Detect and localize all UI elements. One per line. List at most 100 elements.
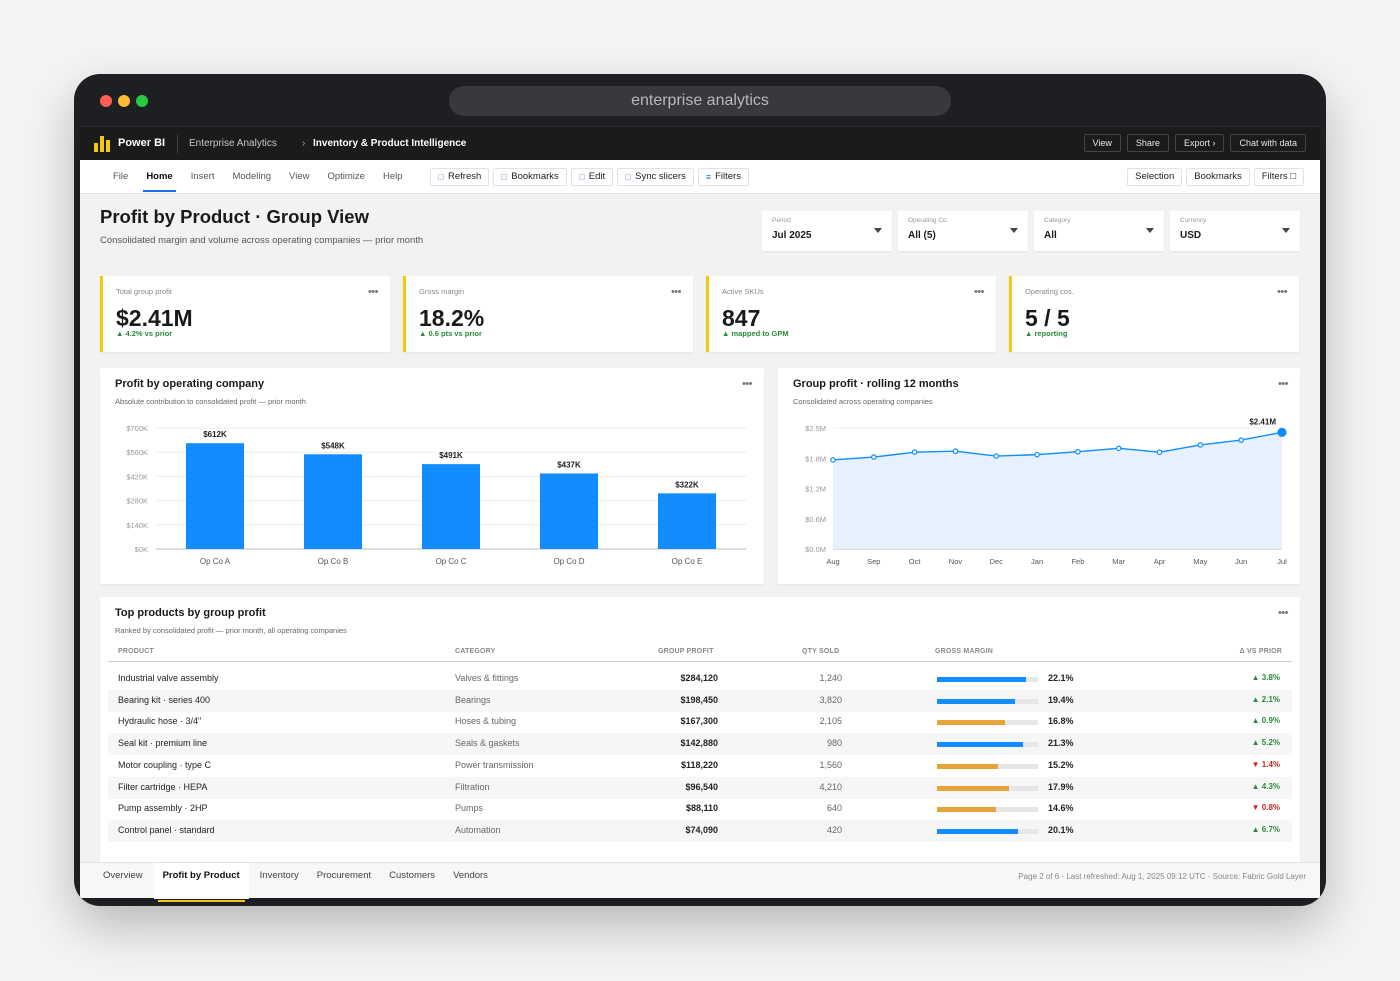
pane-toggles: Selection Bookmarks Filters □ [1127,168,1304,186]
menu-insert[interactable]: Insert [190,171,215,182]
category-name: Power transmission [455,759,534,770]
data-point [911,449,918,456]
slicer-value: All (5) [908,230,936,241]
filters-pane-button[interactable]: Filters □ [1253,168,1304,186]
more-options-icon[interactable]: ••• [1277,607,1289,619]
kpi-label: Operating cos. [1025,287,1074,296]
kpi-value: $2.41M [116,305,193,331]
data-point [1034,451,1040,458]
sync-slicers-button[interactable]: Sync slicers [617,168,694,186]
bookmarks-button[interactable]: Bookmarks [493,168,567,186]
menu-help[interactable]: Help [382,171,403,182]
chat-with-data-button[interactable]: Chat with data [1230,134,1306,152]
workspace-link[interactable]: Enterprise Analytics [189,138,277,149]
export-button[interactable]: Export › [1174,134,1225,152]
bar [304,454,362,549]
more-options-icon[interactable]: ••• [1277,378,1289,390]
more-options-icon[interactable]: ••• [741,378,753,390]
column-header-gross-margin[interactable]: GROSS MARGIN [935,648,994,655]
more-options-icon[interactable]: ••• [367,286,379,298]
table-row[interactable]: Hydraulic hose · 3/4" Hoses & tubing $167,… [108,711,1292,733]
report-name: Inventory & Product Intelligence [313,138,467,149]
maximize-window-button[interactable] [136,95,148,107]
column-header-group-profit[interactable]: GROUP PROFIT [658,648,714,655]
qty-sold-value: 1,560 [819,759,842,770]
refresh-button[interactable]: Refresh [430,168,490,186]
qty-sold-value: 640 [826,803,842,814]
card-subtitle: Ranked by consolidated profit — prior mo… [115,626,347,635]
menu-file[interactable]: File [113,171,129,182]
category-name: Seals & gaskets [455,738,520,749]
area-fill [833,432,1282,549]
page-tabs: Overview Profit by Product Inventory Pro… [94,863,497,902]
gross-margin-value: 15.2% [1048,759,1074,770]
more-options-icon[interactable]: ••• [973,286,985,298]
y-tick-label: $1.8M [805,454,826,463]
minimize-window-button[interactable] [118,95,130,107]
more-options-icon[interactable]: ••• [670,286,682,298]
menu-modeling[interactable]: Modeling [232,171,272,182]
column-header-qty-sold[interactable]: QTY SOLD [802,648,840,655]
product-name: Motor coupling · type C [118,759,212,770]
filters-button[interactable]: ≡ Filters [697,168,749,186]
data-point [1115,445,1122,452]
sync-slicers-label: Sync slicers [635,171,686,182]
table-row[interactable]: Motor coupling · type C Power transmissio… [108,755,1292,777]
menu-optimize[interactable]: Optimize [327,171,365,182]
kpi-delta: ▲ reporting [1025,329,1068,338]
table-row[interactable]: Filter cartridge · HEPA Filtration $96,540… [108,776,1292,799]
margin-bar-track [937,742,1038,748]
more-options-icon[interactable]: ••• [1276,286,1288,298]
share-button[interactable]: Share [1126,134,1169,152]
close-window-button[interactable] [100,95,112,107]
menu-view[interactable]: View [289,171,310,182]
qty-sold-value: 2,105 [819,716,842,727]
table-row[interactable]: Bearing kit · series 400 Bearings $198,450… [108,689,1292,712]
y-tick-label: $0K [135,545,148,554]
x-tick-label: Feb [1071,557,1084,566]
page-tab-customers[interactable]: Customers [389,870,436,881]
group-profit-value: $284,120 [680,673,718,683]
top-products-card: Top products by group profit Ranked by c… [100,597,1300,862]
delta-value: ▲ 6.7% [1251,824,1280,834]
page-subtitle: Consolidated margin and volume across op… [100,235,424,246]
table-row[interactable]: Pump assembly · 2HP Pumps $88,110 640 14.6% ▼… [108,798,1292,820]
data-label: $322K [675,480,699,489]
power-bi-logo-icon [94,136,112,152]
edit-button[interactable]: Edit [570,168,614,186]
table-row[interactable]: Control panel · standard Automation $74,09… [108,819,1292,842]
y-tick-label: $700K [126,424,148,433]
page-tab-profit-by-product[interactable]: Profit by Product [153,863,249,902]
column-header-delta[interactable]: Δ VS PRIOR [1239,648,1282,655]
period-slicer[interactable]: Period Jul 2025 [762,211,892,251]
y-tick-label: $0.0M [805,545,826,554]
category-name: Automation [455,824,501,835]
view-button[interactable]: View [1083,134,1121,152]
data-point [1277,427,1287,437]
status-info: Page 2 of 6 · Last refreshed: Aug 1, 202… [1018,872,1306,881]
category-name: Valves & fittings [455,673,519,683]
page-tab-inventory[interactable]: Inventory [259,870,299,881]
group-profit-value: $74,090 [685,824,718,835]
menu-home[interactable]: Home [137,160,181,194]
table-row[interactable]: Seal kit · premium line Seals & gaskets $1… [108,733,1292,756]
delta-value: ▲ 5.2% [1251,738,1280,748]
delta-value: ▼ 1.4% [1251,759,1280,769]
page-tab-procurement[interactable]: Procurement [316,870,372,881]
column-header-product[interactable]: PRODUCT [118,648,155,655]
category-slicer[interactable]: Category All [1034,211,1164,251]
bar [658,493,716,549]
currency-slicer[interactable]: Currency USD [1170,211,1300,251]
page-tabs-bar: Overview Profit by Product Inventory Pro… [80,862,1320,902]
bookmarks-pane-button[interactable]: Bookmarks [1186,168,1250,186]
operating-co-slicer[interactable]: Operating Co. All (5) [898,211,1028,251]
table-row[interactable]: Industrial valve assembly Valves & fittin… [108,668,1292,690]
page-tab-overview[interactable]: Overview [103,870,143,881]
selection-pane-button[interactable]: Selection [1127,168,1183,186]
column-header-category[interactable]: CATEGORY [455,648,496,655]
kpi-total-group-profit: Total group profit $2.41M ▲ 4.2% vs prio… [100,276,390,352]
margin-bar [937,720,1005,726]
address-bar[interactable]: enterprise analytics [449,86,951,116]
margin-bar [937,828,1019,834]
page-tab-vendors[interactable]: Vendors [453,870,488,881]
